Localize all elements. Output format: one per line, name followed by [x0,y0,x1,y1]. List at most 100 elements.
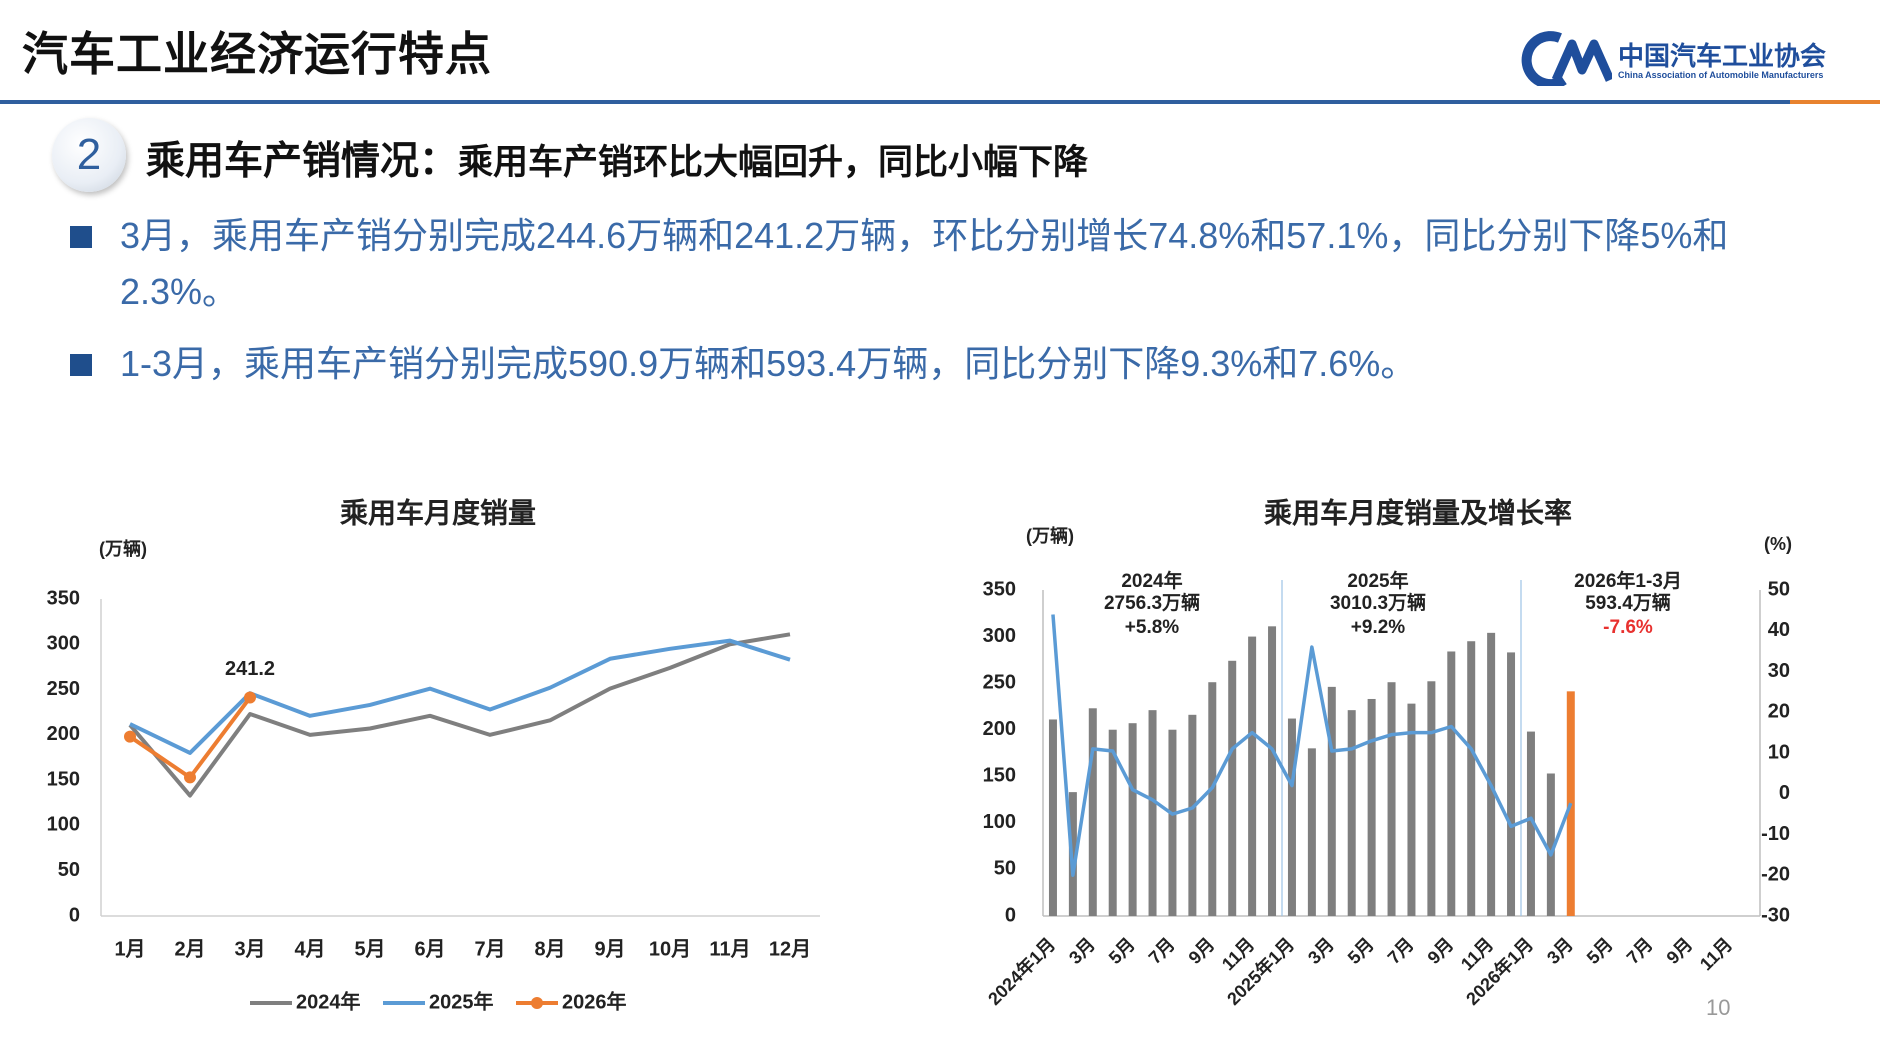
bar [1307,748,1316,916]
logo-mark [1521,31,1612,86]
y-tick-label: 350 [47,587,80,609]
annotation-volume: 593.4万辆 [1585,591,1671,614]
x-tick-label: 7月 [1623,934,1657,968]
bar [1268,626,1277,916]
bar [1467,641,1476,916]
series-line [129,638,791,755]
y-tick-label: 0 [1005,904,1016,926]
header-rule-accent [1790,100,1880,104]
y-tick-label: 100 [983,811,1016,833]
y-tick-label: 50 [58,859,80,881]
y-tick-label: 300 [47,633,80,655]
x-tick-label: 5月 [1105,934,1139,968]
bar [1188,714,1197,916]
x-tick-label: 5月 [354,938,385,960]
bullet-mark [70,226,92,248]
x-tick-label: 9月 [1424,934,1458,968]
x-tick-label: 3月 [1543,934,1577,968]
bar [1507,652,1516,916]
bar [1327,686,1336,916]
annotation-year: 2024年 [1121,569,1182,592]
y-tick-label: 200 [983,718,1016,740]
y2-tick-label: -10 [1761,823,1790,845]
chart-title: 乘用车月度销量及增长率 [1264,496,1572,528]
bar [1407,703,1416,916]
logo-m [1551,39,1612,82]
bar [1387,682,1396,916]
y2-tick-label: 40 [1768,619,1790,641]
x-tick-label: 5月 [1583,934,1617,968]
bar [1148,710,1157,916]
y2-tick-label: -30 [1761,904,1790,926]
x-tick-label: 3月 [234,938,265,960]
bar [1228,660,1237,916]
bullet-mark [70,354,92,376]
bar [1287,718,1296,916]
annotation-volume: 2756.3万辆 [1104,591,1200,614]
logo-text: 中国汽车工业协会 [1618,41,1827,71]
point [244,691,256,704]
annotation-growth: +5.8% [1125,617,1180,638]
section-subtitle: 乘用车产销环比大幅回升，同比小幅下降 [458,143,1089,182]
x-tick-label: 7月 [1384,934,1418,968]
legend-marker [531,997,543,1009]
x-tick-label: 2024年1月 [983,933,1059,1009]
header-rule [0,100,1790,104]
y2-tick-label: 20 [1768,701,1790,723]
section-heading: 乘用车产销情况：乘用车产销环比大幅回升，同比小幅下降 [146,130,1088,186]
x-tick-label: 7月 [474,938,505,960]
x-tick-label: 10月 [649,938,691,960]
x-tick-label: 9月 [1663,934,1697,968]
y-tick-label: 250 [47,678,80,700]
x-tick-label: 11月 [709,938,750,960]
bar [1367,698,1376,916]
x-tick-label: 2月 [174,938,205,960]
y-tick-label: 0 [69,904,80,926]
bar [1248,636,1257,916]
x-tick-label: 12月 [769,938,811,960]
x-tick-label: 7月 [1145,934,1179,968]
bar [1546,773,1555,916]
legend-label: 2024年 [296,989,361,1013]
x-tick-label: 3月 [1065,934,1099,968]
y-tick-label: 150 [47,768,80,790]
legend-label: 2025年 [429,989,494,1013]
point [124,730,136,743]
y-tick-label: 350 [983,578,1016,600]
page-number: 10 [1706,995,1731,1020]
page-title: 汽车工业经济运行特点 [22,28,492,80]
y-axis-label: (万辆) [99,538,147,559]
annotation-growth: +9.2% [1351,617,1406,638]
bar [1088,708,1097,916]
bar [1347,710,1356,916]
y-axis-label: (万辆) [1026,525,1074,546]
y2-tick-label: -20 [1761,864,1790,886]
y2-tick-label: 30 [1768,660,1790,682]
logo-c [1521,31,1567,86]
bar [1526,731,1535,916]
y-tick-label: 250 [983,671,1016,693]
x-tick-label: 6月 [414,938,445,960]
y2-axis-label: (%) [1764,534,1792,554]
bar [1208,682,1217,916]
y-tick-label: 100 [47,814,80,836]
y-tick-label: 50 [994,858,1016,880]
bar [1487,632,1496,916]
annotation-growth: -7.6% [1603,617,1653,638]
series-line [128,632,791,798]
y-tick-label: 200 [47,723,80,745]
point [184,771,196,784]
y-tick-label: 300 [983,625,1016,647]
x-tick-label: 9月 [594,938,625,960]
section-title: 乘用车产销情况： [146,140,459,183]
x-tick-label: 4月 [294,938,325,960]
annotation-volume: 3010.3万辆 [1330,591,1426,614]
bar [1447,651,1456,916]
y2-tick-label: 0 [1779,782,1790,804]
y2-tick-label: 50 [1768,578,1790,600]
x-tick-label: 1月 [114,938,145,960]
annotation-year: 2026年1-3月 [1574,569,1682,592]
y2-tick-label: 10 [1768,741,1790,763]
bar [1048,719,1057,916]
